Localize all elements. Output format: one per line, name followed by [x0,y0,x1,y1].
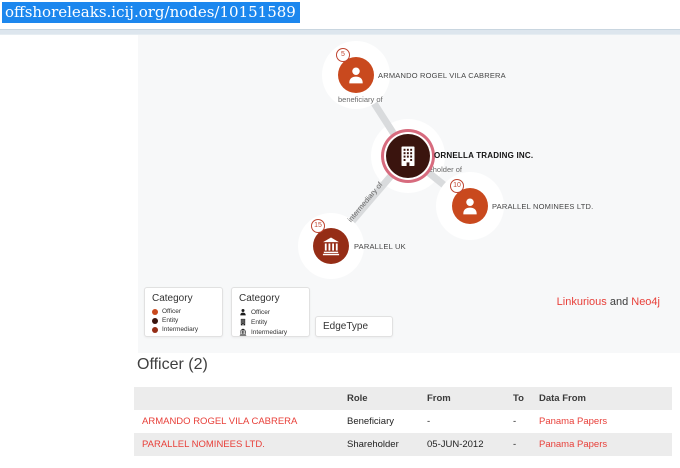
legend-category-colors: Category Officer Entity Intermediary [144,287,223,337]
graph-node-parallel-uk[interactable] [313,228,349,264]
officer-role: Shareholder [347,439,399,450]
graph-node-parallel-nominees[interactable] [452,188,488,224]
node-label-parallel-uk: PARALLEL UK [354,242,406,251]
url-bar[interactable]: offshoreleaks.icij.org/nodes/10151589 [0,0,680,29]
legend-item-label: Officer [162,308,182,315]
officer-from: 05-JUN-2012 [427,439,484,450]
data-source-link[interactable]: Panama Papers [539,416,608,427]
browser-chrome-divider [0,29,680,35]
person-icon [239,308,247,316]
edge-label-beneficiary-of: beneficiary of [338,95,383,104]
legend-item-entity: Entity [239,318,302,326]
table-header-row: Role From To Data From [134,387,672,410]
col-header-data-from: Data From [539,393,586,404]
legend-item-label: Officer [251,308,271,316]
table-row: ARMANDO ROGEL VILA CABRERA Beneficiary -… [134,410,672,433]
data-source-link[interactable]: Panama Papers [539,439,608,450]
building-icon [239,318,247,326]
person-icon [460,196,480,216]
entity-color-dot [152,317,158,324]
person-icon [346,65,366,85]
address-url-selected[interactable]: offshoreleaks.icij.org/nodes/10151589 [2,2,300,23]
credits-separator: and [606,296,632,308]
legend-item-officer: Officer [239,308,302,316]
neo4j-link[interactable]: Neo4j [631,296,660,308]
col-header-name [134,387,339,410]
col-header-to: To [513,393,524,404]
node-label-ornella: ORNELLA TRADING INC. [434,151,534,160]
legend-item-entity: Entity [152,317,215,324]
edge-label-shareholder-of: shareholder of [414,165,462,174]
officer-role: Beneficiary [347,416,394,427]
officer-from: - [427,416,431,427]
node-badge-count: 10 [450,179,464,193]
graph-node-ornella[interactable] [386,134,430,178]
bank-icon [239,328,247,336]
network-graph-canvas[interactable]: beneficiary of shareholder of intermedia… [138,35,680,353]
legend-item-intermediary: Intermediary [239,328,302,336]
legend-item-label: Entity [162,317,179,324]
node-label-armando: ARMANDO ROGEL VILA CABRERA [378,71,506,80]
officer-section-title: Officer (2) [137,356,208,373]
officer-to: - [513,416,517,427]
legend-item-label: Intermediary [251,328,288,336]
node-badge-count: 5 [336,48,350,62]
edge-type-title: EdgeType [323,321,369,332]
legend-item-label: Entity [251,318,268,326]
legend-item-intermediary: Intermediary [152,326,215,333]
col-header-role: Role [347,393,368,404]
legend-title: Category [239,293,280,304]
linkurious-link[interactable]: Linkurious [556,296,607,308]
officer-to: - [513,439,517,450]
legend-item-label: Intermediary [162,326,199,333]
legend-category-icons: Category Officer Entity Intermediary [231,287,310,337]
node-badge-count: 15 [311,219,325,233]
legend-title: Category [152,293,193,304]
legend-item-officer: Officer [152,308,215,315]
officer-color-dot [152,308,158,315]
table-row: PARALLEL NOMINEES LTD. Shareholder 05-JU… [134,433,672,456]
node-label-parallel-nominees: PARALLEL NOMINEES LTD. [492,202,594,211]
officer-name-link[interactable]: ARMANDO ROGEL VILA CABRERA [142,416,298,427]
credits: Linkurious and Neo4j [557,296,660,308]
edge-type-panel: EdgeType [315,316,393,337]
officer-name-link[interactable]: PARALLEL NOMINEES LTD. [142,439,265,450]
building-icon [396,144,420,168]
col-header-from: From [427,393,451,404]
officer-table: Role From To Data From ARMANDO ROGEL VIL… [134,387,672,456]
graph-node-armando[interactable] [338,57,374,93]
bank-icon [321,236,341,256]
intermediary-color-dot [152,326,158,333]
